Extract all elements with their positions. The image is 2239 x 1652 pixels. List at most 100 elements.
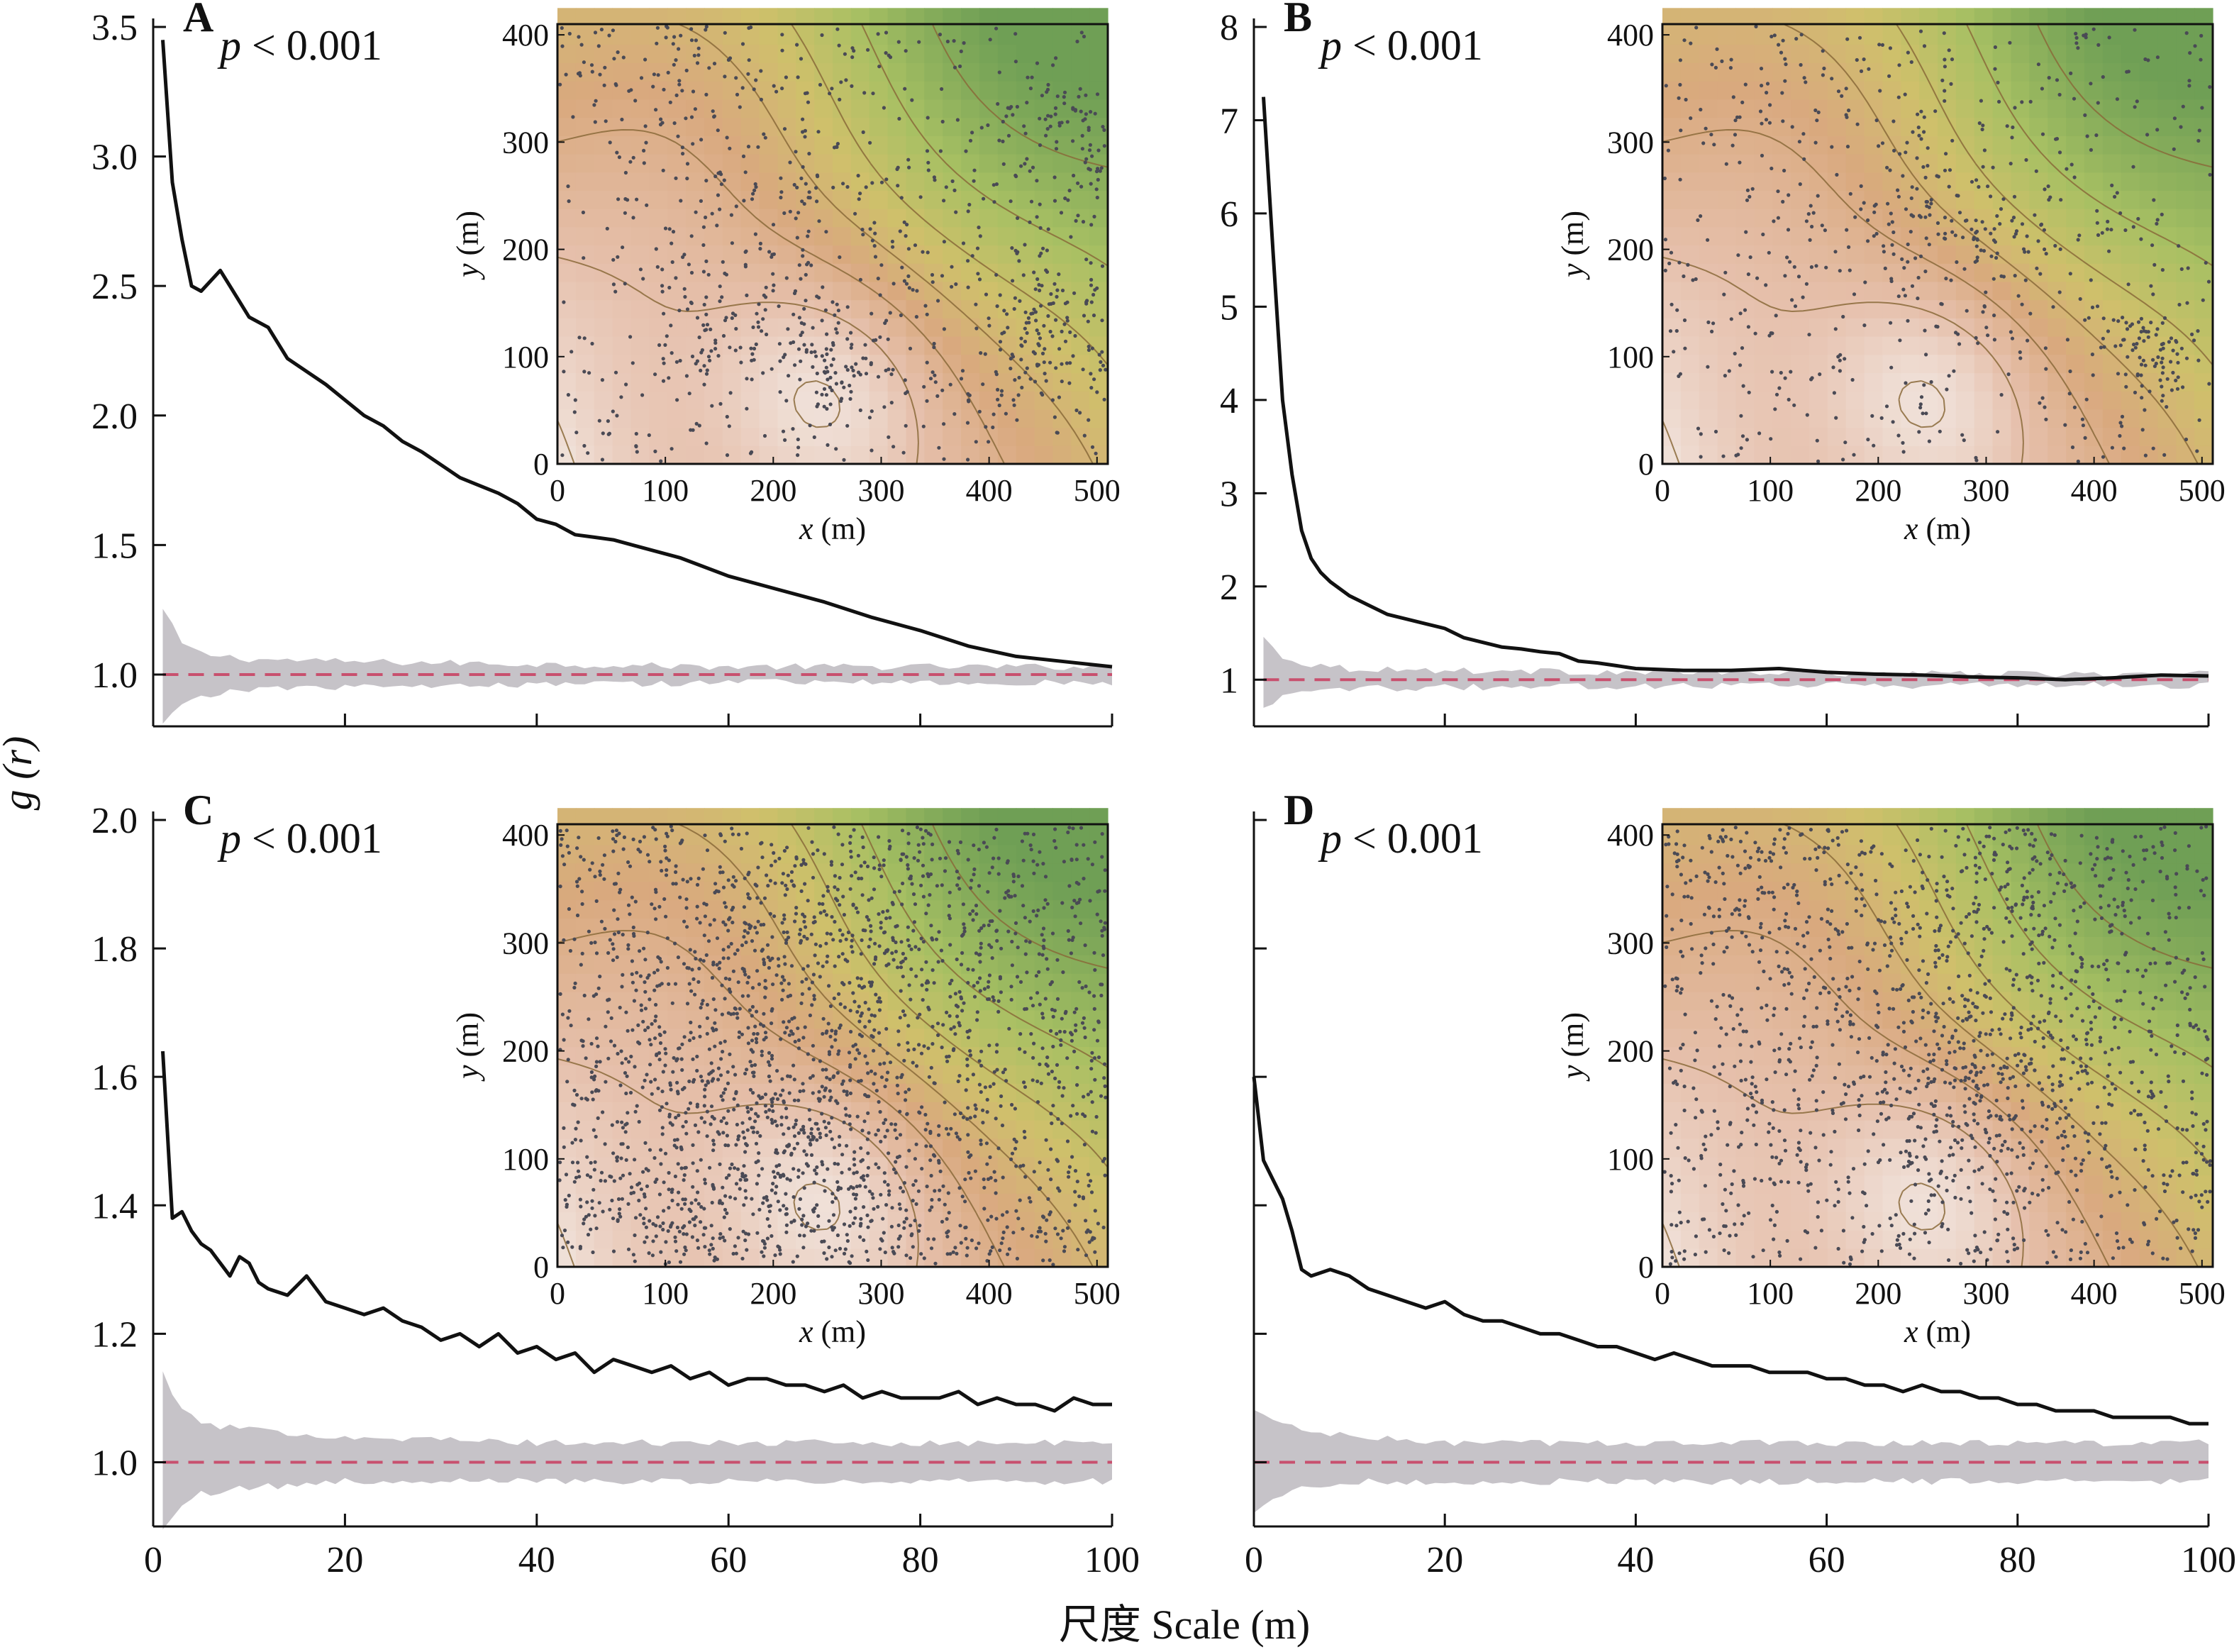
tree-point: [751, 325, 755, 329]
terrain-cell: [722, 936, 742, 955]
terrain-cell: [2194, 117, 2213, 136]
tree-point: [1833, 250, 1838, 254]
terrain-cell: [1882, 409, 1901, 428]
tree-point: [770, 843, 774, 847]
tree-point: [2162, 453, 2167, 458]
tree-point: [1888, 168, 1892, 172]
terrain-cell: [1938, 99, 1957, 118]
terrain-cell: [704, 154, 723, 173]
terrain-cell: [594, 973, 613, 992]
tree-point: [754, 1037, 758, 1041]
tree-point: [928, 377, 933, 381]
terrain-cell: [943, 135, 962, 155]
tree-point: [943, 1202, 947, 1207]
tree-point: [1689, 116, 1693, 121]
tree-point: [602, 877, 606, 881]
terrain-cell: [1791, 245, 1810, 264]
tree-point: [740, 42, 745, 46]
tree-point: [702, 302, 706, 307]
tree-point: [1878, 89, 1882, 93]
tree-point: [667, 1187, 671, 1192]
terrain-cell: [704, 409, 723, 428]
tree-point: [966, 392, 970, 397]
tree-point: [1905, 140, 1909, 145]
terrain-cell: [667, 172, 687, 191]
tree-point: [926, 903, 930, 907]
tree-point: [1101, 363, 1106, 367]
tree-point: [1074, 843, 1079, 847]
terrain-cell: [759, 263, 778, 282]
tree-point: [999, 393, 1004, 397]
tree-point: [1095, 390, 1099, 394]
tree-point: [772, 1170, 776, 1174]
terrain-cell: [1827, 99, 1847, 118]
tree-point: [861, 233, 865, 237]
tree-point: [626, 947, 630, 951]
tree-point: [1102, 397, 1106, 401]
terrain-cell: [557, 226, 577, 246]
terrain-cell: [575, 263, 595, 282]
terrain-cell: [686, 1138, 705, 1158]
tree-point: [1896, 95, 1901, 99]
terrain-cell: [1809, 154, 1828, 173]
tree-point: [1857, 35, 1862, 40]
tree-point: [1009, 1157, 1013, 1161]
tree-point: [882, 863, 886, 867]
tree-point: [721, 260, 725, 264]
tree-point: [967, 202, 972, 207]
tree-point: [704, 28, 708, 32]
tree-point: [1102, 144, 1106, 148]
terrain-cell: [906, 1138, 925, 1158]
tree-point: [1945, 387, 1949, 392]
terrain-cell: [686, 318, 705, 337]
tree-point: [811, 1043, 815, 1048]
terrain-cell: [557, 154, 577, 173]
terrain-cell: [740, 245, 760, 264]
tree-point: [655, 26, 660, 30]
terrain-cell: [2029, 117, 2048, 136]
tree-point: [2149, 284, 2153, 288]
tree-point: [794, 1122, 798, 1126]
tree-point: [869, 1069, 874, 1073]
tree-point: [623, 170, 628, 175]
terrain-cell: [2194, 245, 2213, 264]
tree-point: [978, 989, 982, 993]
terrain-cell: [1699, 372, 1718, 392]
tree-point: [803, 92, 808, 96]
terrain-cell: [2029, 209, 2048, 228]
terrain-cell: [1809, 336, 1828, 355]
tree-point: [1035, 179, 1039, 183]
tree-point: [929, 1065, 933, 1070]
tree-point: [562, 300, 566, 304]
terrain-cell: [777, 354, 796, 374]
tree-point: [948, 382, 952, 387]
tree-point: [630, 980, 635, 985]
terrain-cell: [796, 1230, 815, 1249]
terrain-cell: [1717, 391, 1737, 410]
tree-point: [977, 409, 982, 414]
tree-point: [718, 207, 722, 211]
terrain-cell: [1791, 299, 1810, 318]
tree-point: [1675, 308, 1679, 312]
tree-point: [805, 262, 809, 267]
tree-point: [828, 402, 833, 406]
tree-point: [1933, 109, 1938, 113]
tree-point: [1759, 67, 1764, 71]
tree-point: [1923, 270, 1928, 274]
terrain-cell: [1699, 336, 1718, 355]
terrain-cell: [1791, 81, 1810, 100]
tree-point: [1847, 245, 1851, 249]
tree-point: [699, 368, 703, 373]
tree-point: [1918, 406, 1923, 410]
tree-point: [1089, 182, 1093, 186]
tree-point: [1079, 921, 1083, 926]
tree-point: [979, 1063, 984, 1068]
tree-point: [1929, 379, 1933, 384]
terrain-cell: [2139, 26, 2158, 45]
tree-point: [2184, 31, 2189, 35]
tree-point: [890, 239, 894, 244]
tree-point: [728, 345, 732, 350]
terrain-cell: [1901, 209, 1920, 228]
terrain-cell: [1016, 172, 1035, 191]
tree-point: [573, 398, 577, 402]
